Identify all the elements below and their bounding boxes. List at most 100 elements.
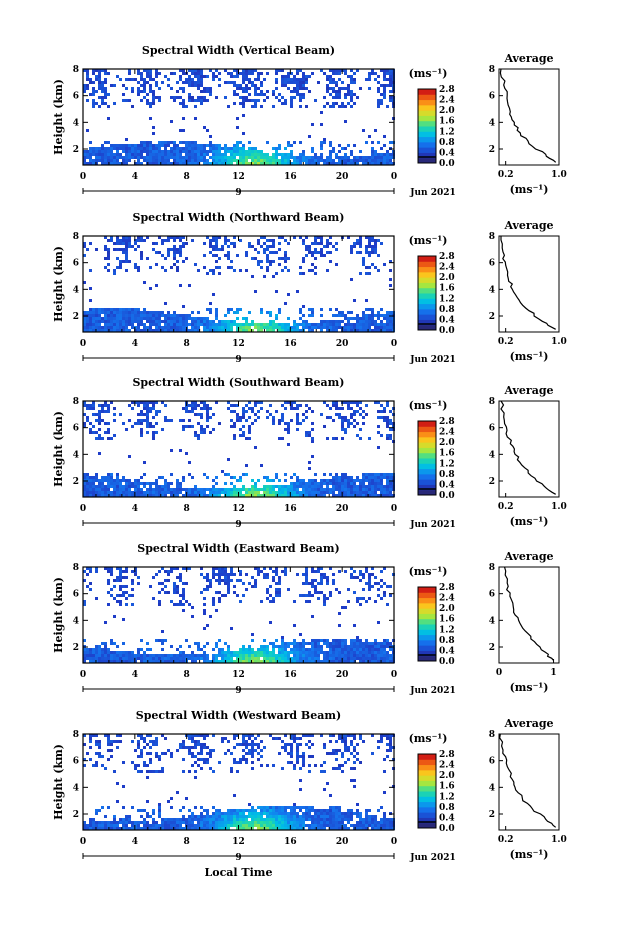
- average-profile-line: [499, 68, 557, 163]
- heatmap-cell: [302, 84, 305, 87]
- heatmap-cell: [305, 494, 308, 497]
- heatmap-cell: [350, 245, 353, 248]
- heatmap-cell: [335, 153, 338, 156]
- heatmap-cell: [257, 743, 260, 746]
- heatmap-cell: [374, 150, 377, 153]
- heatmap-cell: [293, 624, 296, 627]
- heatmap-cell: [191, 755, 194, 758]
- heatmap-cell: [92, 311, 95, 314]
- heatmap-cell: [98, 84, 101, 87]
- heatmap-cell: [275, 660, 278, 663]
- heatmap-cell: [179, 162, 182, 165]
- heatmap-cell: [155, 320, 158, 323]
- heatmap-cell: [128, 455, 131, 458]
- heatmap-cell: [383, 144, 386, 147]
- heatmap-cell: [167, 251, 170, 254]
- heatmap-cell: [170, 827, 173, 830]
- heatmap-cell: [200, 99, 203, 102]
- heatmap-cell: [269, 642, 272, 645]
- heatmap-cell: [242, 90, 245, 93]
- heatmap-cell: [203, 818, 206, 821]
- heatmap-cell: [338, 87, 341, 90]
- heatmap-cell: [332, 90, 335, 93]
- heatmap-cell: [161, 476, 164, 479]
- heatmap-cell: [209, 585, 212, 588]
- heatmap-cell: [236, 812, 239, 815]
- heatmap-cell: [113, 323, 116, 326]
- heatmap-cell: [266, 159, 269, 162]
- heatmap-cell: [212, 648, 215, 651]
- heatmap-cell: [200, 431, 203, 434]
- heatmap-cell: [86, 648, 89, 651]
- heatmap-cell: [215, 254, 218, 257]
- heatmap-cell: [239, 162, 242, 165]
- colorbar-tick-label: 0.4: [439, 315, 455, 325]
- heatmap-cell: [104, 657, 107, 660]
- heatmap-cell: [296, 78, 299, 81]
- heatmap-cell: [194, 734, 197, 737]
- heatmap-cell: [155, 81, 158, 84]
- heatmap-cell: [101, 476, 104, 479]
- heatmap-cell: [248, 329, 251, 332]
- heatmap-cell: [374, 401, 377, 404]
- heatmap-cell: [215, 660, 218, 663]
- heatmap-cell: [287, 81, 290, 84]
- heatmap-cell: [155, 482, 158, 485]
- heatmap-cell: [206, 824, 209, 827]
- heatmap-cell: [335, 588, 338, 591]
- heatmap-cell: [218, 591, 221, 594]
- heatmap-cell: [338, 320, 341, 323]
- heatmap-cell: [197, 491, 200, 494]
- colorbar-segment: [418, 324, 436, 331]
- y-tick-label: 6: [73, 259, 79, 269]
- heatmap-cell: [242, 434, 245, 437]
- heatmap-cell: [206, 746, 209, 749]
- heatmap-cell: [248, 147, 251, 150]
- heatmap-cell: [242, 326, 245, 329]
- heatmap-cell: [353, 162, 356, 165]
- heatmap-cell: [245, 740, 248, 743]
- average-y-tick-label: 2: [489, 312, 495, 322]
- heatmap-cell: [218, 579, 221, 582]
- panel-1: Spectral Width (Northward Beam)2468Heigh…: [52, 211, 567, 365]
- heatmap-cell: [155, 156, 158, 159]
- heatmap-cell: [371, 141, 374, 144]
- heatmap-cell: [164, 657, 167, 660]
- heatmap-cell: [155, 314, 158, 317]
- heatmap-cell: [320, 254, 323, 257]
- heatmap-cell: [95, 570, 98, 573]
- heatmap-cell: [389, 99, 392, 102]
- heatmap-cell: [335, 494, 338, 497]
- heatmap-cell: [272, 93, 275, 96]
- heatmap-cell: [140, 156, 143, 159]
- heatmap-cell: [167, 800, 170, 803]
- heatmap-cell: [272, 320, 275, 323]
- heatmap-cell: [230, 75, 233, 78]
- heatmap-cell: [212, 485, 215, 488]
- heatmap-cell: [101, 81, 104, 84]
- heatmap-cell: [173, 588, 176, 591]
- heatmap-cell: [230, 654, 233, 657]
- heatmap-cell: [83, 317, 86, 320]
- heatmap-cell: [206, 425, 209, 428]
- heatmap-cell: [158, 591, 161, 594]
- heatmap-cell: [107, 147, 110, 150]
- heatmap-cell: [128, 260, 131, 263]
- heatmap-cell: [287, 431, 290, 434]
- heatmap-cell: [152, 743, 155, 746]
- heatmap-cell: [209, 245, 212, 248]
- heatmap-cell: [203, 734, 206, 737]
- heatmap-cell: [320, 494, 323, 497]
- heatmap-cell: [212, 824, 215, 827]
- heatmap-cell: [200, 153, 203, 156]
- heatmap-cell: [389, 75, 392, 78]
- heatmap-cell: [98, 428, 101, 431]
- heatmap-cell: [167, 657, 170, 660]
- heatmap-cell: [152, 126, 155, 129]
- heatmap-cell: [104, 485, 107, 488]
- heatmap-cell: [302, 78, 305, 81]
- heatmap-cell: [203, 326, 206, 329]
- heatmap-cell: [248, 657, 251, 660]
- heatmap-cell: [92, 818, 95, 821]
- heatmap-cell: [374, 329, 377, 332]
